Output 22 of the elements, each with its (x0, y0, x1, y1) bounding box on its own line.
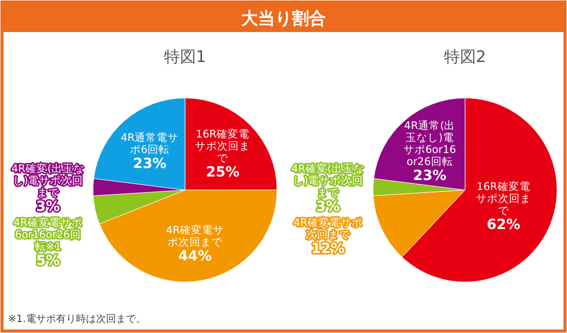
slice-label: 4R確変電サポ次回まで (294, 216, 362, 242)
data-label: 44% (178, 248, 212, 264)
slice-label: 4R確変電サポ次回まで (166, 223, 224, 248)
data-label: 25% (206, 164, 240, 180)
chart-subtitle: 特図2 (444, 47, 486, 66)
chart-subtitle: 特図1 (164, 47, 206, 66)
text: ※1.電サポ有り時は次回まで。 (8, 313, 146, 325)
data-label: 3% (316, 199, 340, 216)
slice-label: 4R通常電サポ6回転 (120, 130, 179, 156)
data-label: 3% (36, 199, 60, 216)
slice-label: 4R確変電サポ6or16or26回転※1 (14, 216, 82, 254)
slice-label: 16R確変電サポ次回まで (195, 127, 250, 164)
slice-label: 16R確変電サポ次回まで (476, 180, 531, 218)
chart-title: 大当り割合 (241, 9, 326, 29)
slice-label: 4R通常(出玉なし)電サポ6or16or26回転 (403, 118, 456, 168)
slice-label: 4R確変(出玉なし)電サポ次回まで (291, 162, 365, 200)
data-label: 62% (486, 217, 520, 234)
slice-label: 4R確変(出玉なし)電サポ次回まで (11, 162, 85, 200)
data-label: 23% (412, 168, 446, 184)
data-label: 5% (36, 253, 60, 270)
data-label: 12% (311, 241, 345, 258)
data-label: 23% (132, 156, 166, 172)
